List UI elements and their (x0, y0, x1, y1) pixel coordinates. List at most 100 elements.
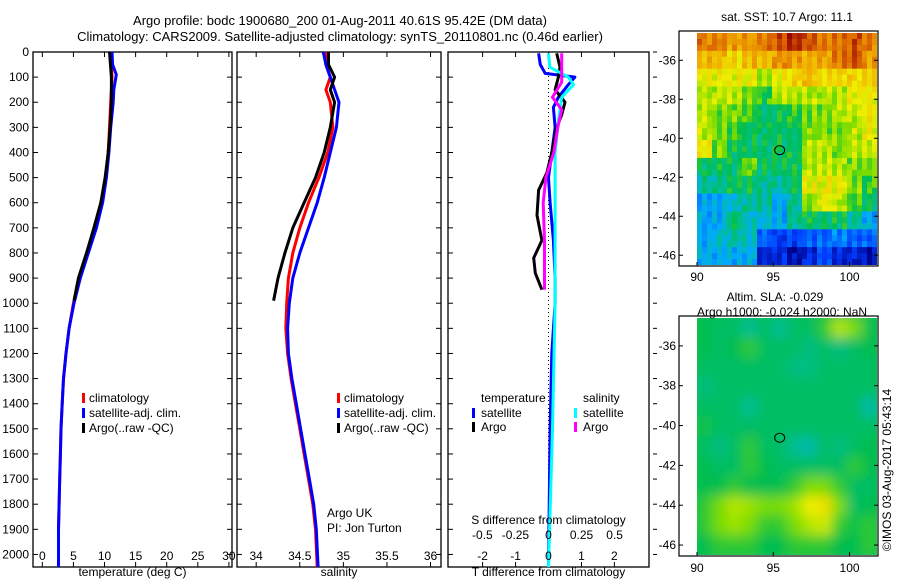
map-cell (872, 193, 877, 201)
map-cell (822, 181, 828, 189)
map-cell (757, 253, 763, 260)
series-line-satellite-adj-clim- (286, 51, 341, 568)
depth-tick-label: 0 (22, 45, 29, 59)
map-cell (802, 187, 808, 195)
map-cell (752, 116, 758, 123)
map-cell (762, 223, 768, 230)
map-cell (842, 146, 848, 153)
map-cell (747, 128, 753, 135)
map-cell (842, 56, 848, 64)
map-cell (712, 247, 718, 254)
map-cell (867, 211, 873, 219)
map-cell (702, 128, 708, 135)
map-cell (702, 116, 708, 123)
map-cell (742, 104, 748, 111)
map-cell (727, 456, 743, 477)
map-cell (757, 140, 763, 147)
map-cell (737, 146, 743, 153)
map-cell (757, 110, 763, 117)
map-cell (767, 110, 773, 117)
map-cell (802, 92, 808, 100)
map-cell (777, 68, 783, 76)
map-cell (767, 151, 773, 159)
map-cell (697, 33, 703, 40)
map-cell (802, 157, 808, 165)
map-cell (742, 193, 748, 201)
map-cell (857, 175, 863, 183)
map-cell (757, 217, 763, 224)
map-cell (847, 217, 853, 224)
map-cell (702, 217, 708, 224)
map-cell (812, 62, 818, 70)
map-cell (757, 397, 773, 418)
map-cell (767, 211, 773, 219)
map-cell (842, 92, 848, 100)
map-cell (812, 92, 818, 100)
map-cell (752, 187, 758, 195)
map-cell (852, 229, 858, 236)
map-cell (832, 62, 838, 70)
map-cell (792, 187, 798, 195)
map-cell (717, 62, 723, 70)
map-cell (847, 122, 853, 129)
map-cell (792, 235, 798, 242)
map-cell (707, 146, 713, 153)
map-cell (747, 86, 753, 94)
map-cell (852, 110, 858, 117)
map-cell (857, 80, 863, 88)
map-cell (697, 456, 713, 477)
map-cell (697, 50, 703, 58)
map-cell (747, 157, 753, 165)
map-cell (727, 98, 733, 105)
map-cell (817, 157, 823, 165)
map-cell (787, 128, 793, 135)
map-cell (732, 193, 738, 201)
map-cell (742, 110, 748, 117)
map-cell (707, 259, 713, 265)
map-cell (762, 38, 768, 46)
map-cell (827, 175, 833, 183)
map-cell (707, 110, 713, 117)
legend-swatch (337, 423, 340, 433)
map-cell (827, 62, 833, 70)
map-cell (837, 259, 843, 265)
map-cell (697, 181, 703, 189)
map-cell (752, 62, 758, 70)
map-cell (747, 175, 753, 183)
legend-swatch (82, 423, 85, 433)
map-cell (742, 80, 748, 88)
lon-tick-label: 90 (690, 270, 704, 284)
map-cell (852, 56, 858, 64)
map-cell (737, 56, 743, 64)
map-cell (872, 86, 877, 94)
map-cell (737, 199, 743, 207)
map-cell (847, 337, 863, 359)
map-cell (792, 175, 798, 183)
map-cell (827, 151, 833, 159)
map-cell (817, 140, 823, 147)
map-cell (812, 140, 818, 147)
map-cell (782, 80, 788, 88)
map-cell (757, 205, 763, 213)
map-cell (777, 175, 783, 183)
map-cell (707, 241, 713, 248)
map-cell (702, 247, 708, 254)
map-cell (742, 62, 748, 70)
map-cell (717, 38, 723, 46)
map-cell (777, 235, 783, 242)
map-cell (837, 235, 843, 242)
map-cell (857, 247, 863, 254)
lat-tick-label: -46 (659, 538, 677, 552)
map-cell (787, 56, 793, 64)
map-cell (852, 140, 858, 147)
map-cell (702, 98, 708, 105)
map-cell (872, 181, 877, 189)
map-cell (737, 169, 743, 177)
map-cell (862, 122, 868, 129)
map-cell (737, 80, 743, 88)
map-cell (787, 80, 793, 88)
map-title: Altim. SLA: -0.029 (727, 290, 824, 304)
map-cell (807, 128, 813, 135)
map-cell (812, 163, 818, 171)
map-cell (752, 181, 758, 189)
